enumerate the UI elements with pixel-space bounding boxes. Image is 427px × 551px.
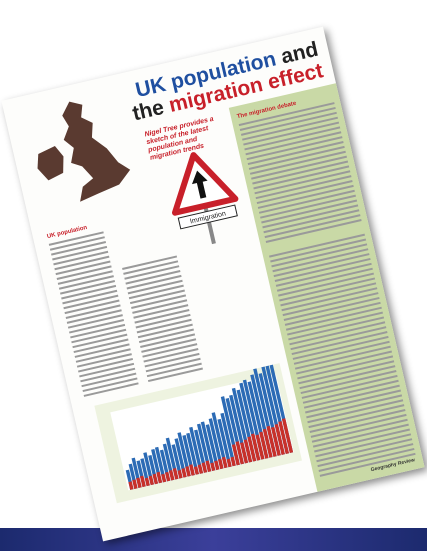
magazine-page: UK population and the migration effect N… [1, 27, 424, 542]
ireland [33, 145, 67, 182]
title-part: the [130, 96, 166, 125]
screen: UK population and the migration effect N… [0, 0, 427, 551]
road-sign: Immigration [158, 143, 248, 251]
great-britain [56, 92, 135, 202]
bottom-band [0, 528, 427, 551]
